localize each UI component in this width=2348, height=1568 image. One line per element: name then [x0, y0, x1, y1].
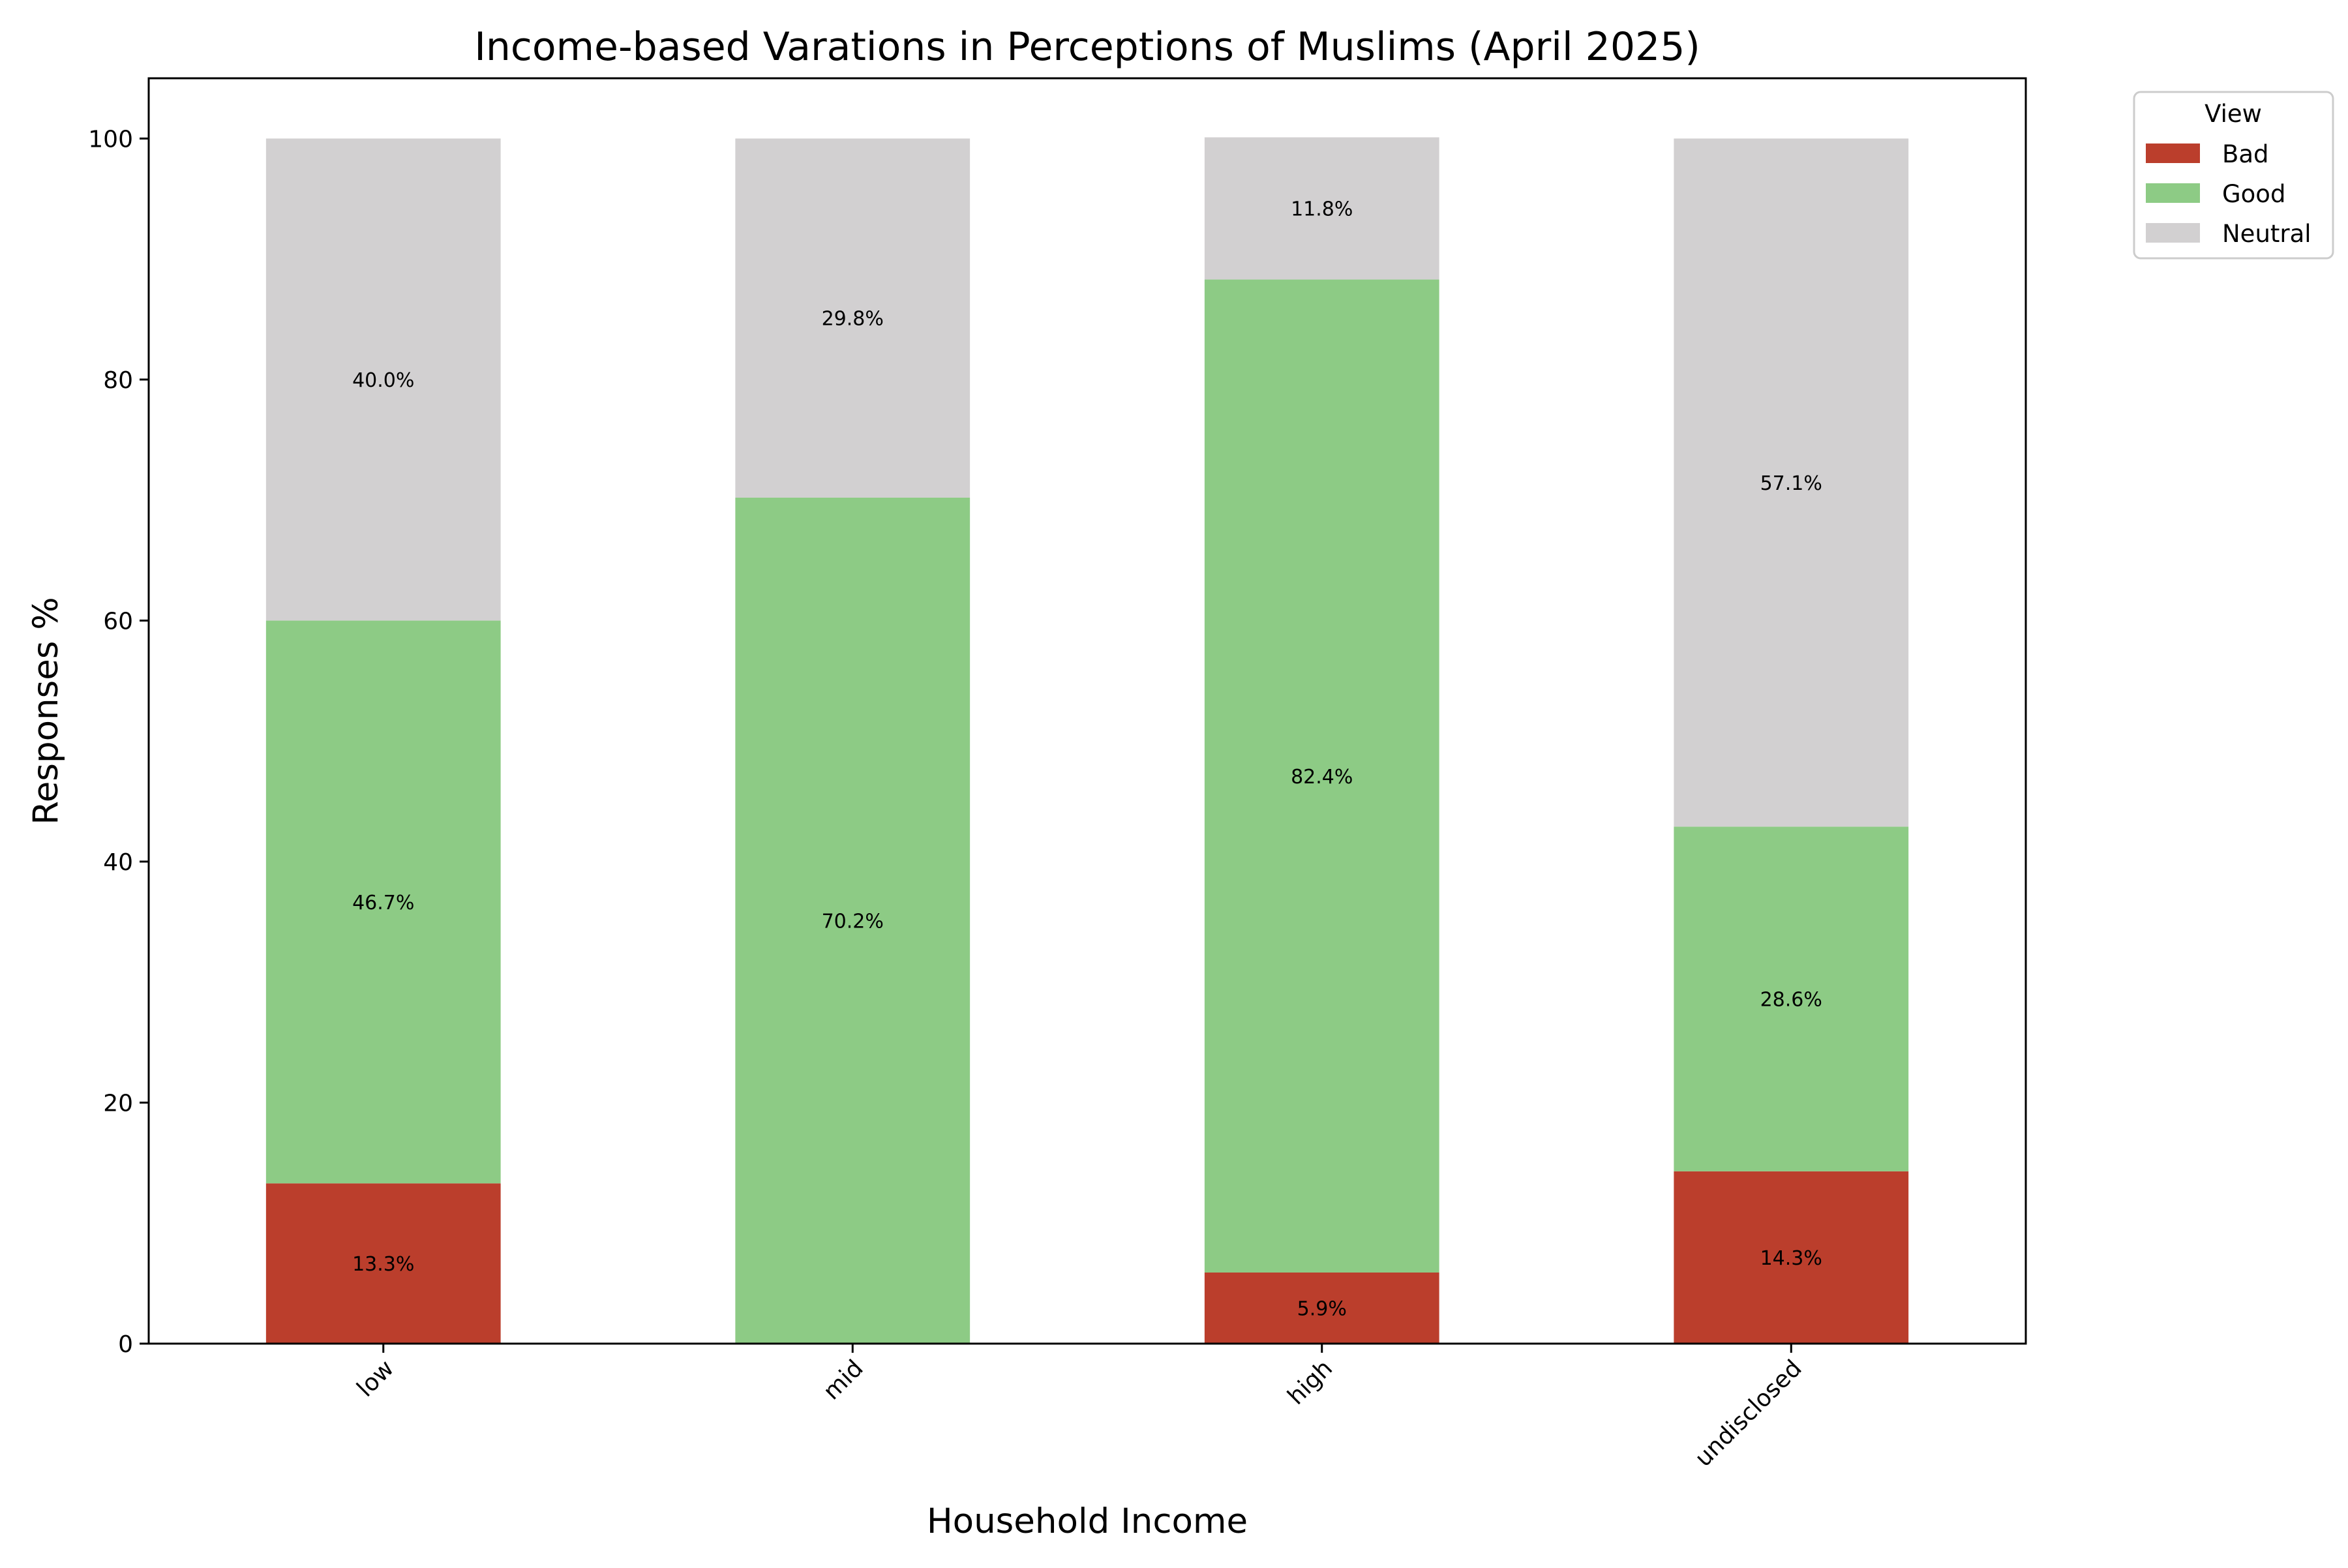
data-label-neutral-undisclosed: 57.1%: [1760, 472, 1822, 495]
data-label-good-undisclosed: 28.6%: [1760, 989, 1822, 1012]
legend-label-neutral: Neutral: [2222, 220, 2311, 248]
y-tick-label: 80: [103, 367, 133, 394]
data-label-good-mid: 70.2%: [822, 910, 884, 933]
y-tick-label: 40: [103, 849, 133, 876]
data-label-neutral-low: 40.0%: [352, 369, 414, 392]
data-label-bad-undisclosed: 14.3%: [1760, 1247, 1822, 1270]
bar-segment-neutral-undisclosed: [1674, 138, 1909, 827]
bar-segment-neutral-mid: [735, 138, 971, 498]
legend-swatch-neutral: [2146, 223, 2200, 243]
data-label-neutral-high: 11.8%: [1291, 198, 1353, 221]
bar-segment-bad-undisclosed: [1674, 1171, 1909, 1344]
bar-segment-good-low: [265, 620, 501, 1184]
bar-segment-neutral-low: [265, 138, 501, 621]
bar-segment-neutral-high: [1204, 137, 1439, 280]
data-label-good-low: 46.7%: [352, 892, 414, 914]
y-tick-label: 60: [103, 608, 133, 635]
x-axis: low mid high undisclosed: [352, 1344, 1807, 1472]
plot-area-frame: [147, 77, 2027, 1345]
chart-title: Income-based Varations in Perceptions of…: [474, 24, 1700, 70]
bar-segment-good-undisclosed: [1674, 826, 1909, 1171]
data-labels-layer: 13.3% 46.7% 40.0% 70.2% 29.8% 5.9% 82.4% 11.8% 1…: [352, 198, 1822, 1321]
y-tick-label: 100: [88, 126, 133, 153]
legend-frame: [2133, 91, 2334, 260]
data-label-good-high: 82.4%: [1291, 766, 1353, 789]
bar-segment-bad-low: [265, 1183, 501, 1344]
y-tick-label: 20: [103, 1090, 133, 1117]
y-tick-label: 0: [118, 1331, 133, 1358]
legend-items: Bad Good Neutral: [2146, 140, 2311, 248]
bar-segment-bad-high: [1204, 1272, 1439, 1344]
data-label-bad-high: 5.9%: [1297, 1297, 1347, 1320]
legend: View Bad Good Neutral: [2133, 91, 2334, 260]
bar-segment-good-mid: [735, 497, 971, 1344]
legend-label-good: Good: [2222, 180, 2285, 208]
data-label-bad-low: 13.3%: [352, 1253, 414, 1276]
bars-layer: [265, 137, 1909, 1344]
x-tick-label-undisclosed: undisclosed: [1690, 1355, 1807, 1471]
x-tick-label-low: low: [352, 1355, 399, 1402]
x-tick-label-high: high: [1283, 1355, 1338, 1410]
legend-swatch-bad: [2146, 143, 2200, 163]
legend-title: View: [2205, 100, 2262, 128]
legend-label-bad: Bad: [2222, 140, 2269, 168]
data-label-neutral-mid: 29.8%: [822, 308, 884, 331]
legend-swatch-good: [2146, 183, 2200, 203]
bar-segment-good-high: [1204, 279, 1439, 1273]
x-axis-label: Household Income: [927, 1501, 1248, 1541]
y-axis-label: Responses %: [26, 597, 66, 824]
y-axis: 0 20 40 60 80 100: [88, 126, 149, 1358]
x-tick-label-mid: mid: [819, 1355, 869, 1405]
